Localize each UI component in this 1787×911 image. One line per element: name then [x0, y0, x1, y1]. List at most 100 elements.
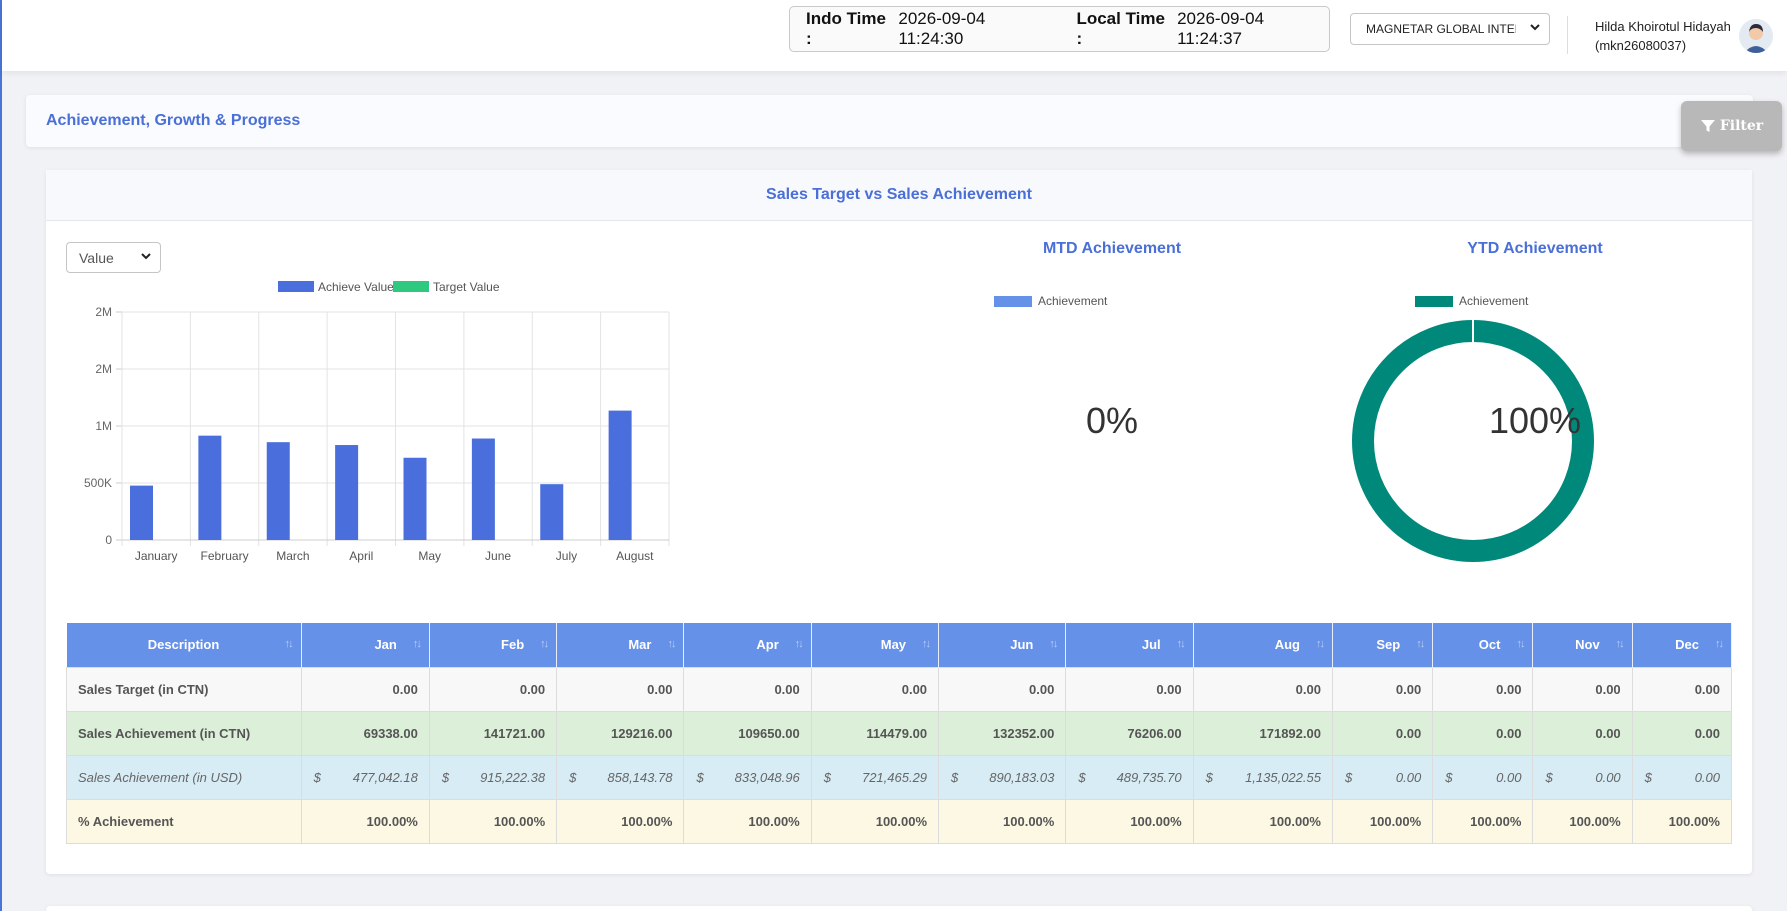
column-header-apr[interactable]: Apr ↑↓ [683, 623, 812, 667]
column-header-dec[interactable]: Dec ↑↓ [1632, 623, 1733, 667]
table-cell: 0.00 [428, 666, 558, 712]
table-cell: 0.00 [1331, 710, 1434, 756]
bar-may [403, 457, 427, 540]
cell-value: 171892.00 [1259, 725, 1321, 741]
table-cell: $833,048.96 [683, 754, 812, 800]
sort-icon[interactable]: ↑↓ [540, 638, 549, 650]
x-tick-label: February [201, 549, 249, 563]
column-header-oct[interactable]: Oct ↑↓ [1432, 623, 1534, 667]
table-cell: 141721.00 [428, 710, 558, 756]
column-header-aug[interactable]: Aug ↑↓ [1193, 623, 1333, 667]
currency-symbol: $ [1545, 769, 1553, 785]
cell-value: 100.00% [1130, 813, 1182, 829]
company-select-value: MAGNETAR GLOBAL INTERNATIONAL [1366, 22, 1516, 36]
column-header-jun[interactable]: Jun ↑↓ [938, 623, 1067, 667]
cell-value: 0.00 [1029, 681, 1055, 697]
cell-value: 915,222.38 [480, 769, 546, 785]
column-header-label: Oct [1478, 637, 1501, 653]
top-navbar: Indo Time : 2026-09-04 11:24:30 Local Ti… [2, 0, 1787, 71]
currency-symbol: $ [1078, 769, 1086, 785]
filter-label: Filter [1719, 118, 1764, 134]
table-cell: 0.00 [300, 666, 430, 712]
local-time-label: Local Time : [1076, 9, 1165, 48]
column-header-jul[interactable]: Jul ↑↓ [1065, 623, 1194, 667]
mtd-legend-label: Achievement [1038, 294, 1108, 308]
column-header-label: Nov [1575, 637, 1600, 653]
column-header-label: Jan [374, 637, 397, 653]
y-tick-label: 2M [95, 362, 112, 376]
local-time-value: 2026-09-04 11:24:37 [1177, 9, 1265, 48]
cell-value: 114479.00 [866, 725, 928, 741]
user-name: Hilda Khoirotul Hidayah [1595, 19, 1731, 34]
column-header-mar[interactable]: Mar ↑↓ [556, 623, 685, 667]
column-header-feb[interactable]: Feb ↑↓ [429, 623, 558, 667]
sort-icon[interactable]: ↑↓ [1715, 638, 1724, 650]
table-cell: 100.00% [1532, 798, 1633, 844]
value-select[interactable]: Value [66, 242, 161, 273]
table-cell: 100.00% [1192, 798, 1333, 844]
ytd-donut [1352, 318, 1594, 562]
table-cell: 100.00% [428, 798, 558, 844]
table-cell: 100.00% [1631, 798, 1733, 844]
mtd-legend-swatch [994, 295, 1032, 307]
cell-value: 0.00 [774, 681, 800, 697]
cell-value: 0.00 [647, 681, 673, 697]
column-header-may[interactable]: May ↑↓ [811, 623, 940, 667]
column-header-sep[interactable]: Sep ↑↓ [1332, 623, 1434, 667]
sort-icon[interactable]: ↑↓ [922, 638, 931, 650]
legend-swatch-0 [278, 281, 314, 292]
column-header-nov[interactable]: Nov ↑↓ [1532, 623, 1633, 667]
sort-icon[interactable]: ↑↓ [412, 638, 422, 650]
filter-button[interactable]: Filter [1681, 101, 1782, 151]
avatar[interactable] [1739, 19, 1773, 53]
cell-value: 0.00 [1156, 681, 1182, 697]
sort-icon[interactable]: ↑↓ [1615, 638, 1625, 650]
sort-icon[interactable]: ↑↓ [667, 638, 676, 650]
cell-value: 100.00% [366, 813, 418, 829]
currency-symbol: $ [313, 769, 321, 785]
legend-label-0: Achieve Value [318, 280, 394, 294]
cell-value: 477,042.18 [352, 769, 418, 785]
cell-value: 721,465.29 [861, 769, 928, 785]
table-cell: 129216.00 [556, 710, 685, 756]
sort-icon[interactable]: ↑↓ [1416, 638, 1425, 650]
currency-symbol: $ [1644, 769, 1652, 785]
ytd-legend-swatch [1415, 295, 1453, 307]
row-label: % Achievement [66, 798, 302, 844]
table-cell: 0.00 [1331, 666, 1434, 712]
ytd-value: 100% [1488, 400, 1582, 441]
company-select[interactable]: MAGNETAR GLOBAL INTERNATIONAL [1350, 13, 1550, 45]
cell-value: 0.00 [1496, 681, 1522, 697]
sort-icon[interactable]: ↑↓ [794, 638, 804, 650]
y-tick-label: 1M [95, 419, 112, 433]
table-cell: 69338.00 [300, 710, 430, 756]
sort-icon[interactable]: ↑↓ [1049, 638, 1058, 650]
table-cell: $0.00 [1631, 754, 1733, 800]
cell-value: 0.00 [1395, 725, 1422, 741]
sort-icon[interactable]: ↑↓ [284, 638, 294, 650]
table-cell: 100.00% [1331, 798, 1434, 844]
table-cell: 0.00 [1065, 666, 1194, 712]
ytd-legend-label: Achievement [1459, 294, 1529, 308]
column-header-description[interactable]: Description ↑↓ [66, 623, 302, 667]
table-cell: 0.00 [556, 666, 685, 712]
column-header-jan[interactable]: Jan ↑↓ [301, 623, 430, 667]
column-header-label: Jun [1010, 637, 1034, 653]
sort-icon[interactable]: ↑↓ [1516, 638, 1525, 650]
table-row: Sales Achievement (in CTN) 69338.00 141721… [66, 710, 1733, 756]
bar-june [471, 438, 495, 540]
table-cell: 100.00% [683, 798, 812, 844]
value-select-value: Value [79, 249, 114, 266]
table-cell: 100.00% [556, 798, 685, 844]
table-cell: $0.00 [1331, 754, 1434, 800]
user-info[interactable]: Hilda Khoirotul Hidayah (mkn26080037) [1595, 17, 1731, 55]
cell-value: 833,048.96 [734, 769, 800, 785]
sort-icon[interactable]: ↑↓ [1315, 638, 1325, 650]
table-header-row: Description ↑↓ Jan ↑↓ Feb ↑↓ Mar ↑↓ Apr ↑↓ May ↑↓ Ju… [66, 623, 1733, 667]
page-title: Achievement, Growth & Progress [46, 112, 301, 129]
sort-icon[interactable]: ↑↓ [1176, 638, 1186, 650]
filter-icon [1700, 120, 1715, 132]
legend-swatch-1 [393, 281, 429, 292]
cell-value: 69338.00 [363, 725, 418, 741]
cell-value: 100.00% [1569, 813, 1621, 829]
